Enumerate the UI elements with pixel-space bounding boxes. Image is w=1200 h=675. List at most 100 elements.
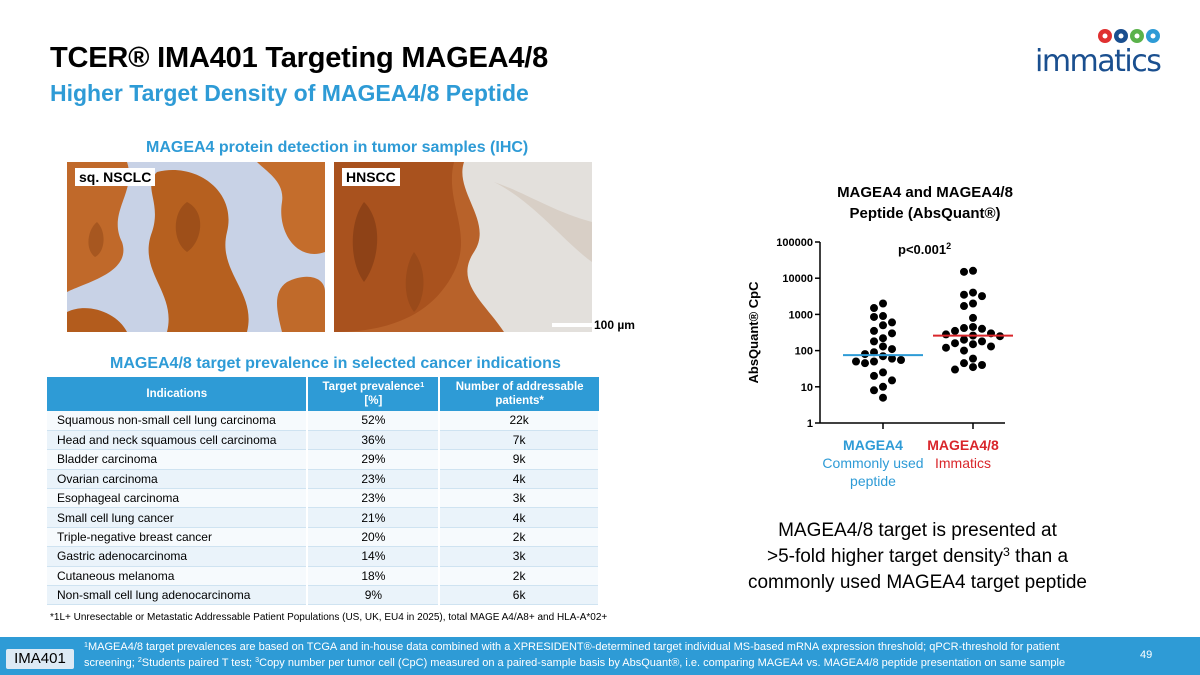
cell-indication: Esophageal carcinoma (47, 488, 309, 509)
data-point (870, 386, 878, 395)
cell-prevalence: 18% (307, 566, 441, 587)
cell-prevalence: 52% (307, 411, 441, 431)
data-point (888, 354, 896, 363)
data-point (969, 340, 977, 349)
data-point (969, 288, 977, 297)
table-row: Bladder carcinoma 29% 9k (47, 449, 600, 470)
cell-indication: Squamous non-small cell lung carcinoma (47, 411, 309, 431)
data-point (969, 363, 977, 372)
table-row: Cutaneous melanoma 18% 2k (47, 566, 600, 587)
table-row: Head and neck squamous cell carcinoma 36%… (47, 430, 600, 451)
data-point (969, 313, 977, 322)
data-point (879, 299, 887, 308)
data-point (870, 357, 878, 366)
chart-title-line2: Peptide (AbsQuant®) (849, 205, 1001, 222)
data-point (951, 326, 959, 335)
series-label: MAGEA4 (843, 437, 903, 453)
ihc-heading: MAGEA4 protein detection in tumor sample… (146, 139, 529, 156)
data-point (960, 267, 968, 276)
footer-sup-1: 1 (84, 640, 88, 649)
table-row: Ovarian carcinoma 23% 4k (47, 469, 600, 490)
cell-prevalence: 14% (307, 546, 441, 567)
data-point (960, 290, 968, 299)
data-point (960, 359, 968, 368)
data-point (969, 299, 977, 308)
table-row: Esophageal carcinoma 23% 3k (47, 488, 600, 509)
data-point (960, 335, 968, 344)
cell-indication: Small cell lung cancer (47, 507, 309, 528)
series-label: MAGEA4/8 (927, 437, 999, 453)
prevalence-table-body: Squamous non-small cell lung carcinoma 52… (47, 411, 600, 606)
y-tick-label: 100000 (776, 237, 813, 249)
y-tick-label: 100 (795, 346, 813, 358)
cell-patients: 4k (439, 469, 600, 490)
data-point (879, 393, 887, 402)
table-footnote: *1L+ Unresectable or Metastatic Addressa… (50, 612, 608, 623)
data-point (870, 371, 878, 380)
footer-note-2: Students paired T test; (141, 656, 256, 669)
cell-patients: 3k (439, 488, 600, 509)
footer-note-3: Copy number per tumor cell (CpC) measure… (259, 656, 1066, 669)
data-point (969, 266, 977, 275)
column-header-prevalence: Target prevalence1 [%] (307, 377, 441, 411)
chart-title: MAGEA4 and MAGEA4/8 Peptide (AbsQuant®) (790, 182, 1060, 224)
scale-bar-label: 100 µm (594, 318, 635, 332)
cell-prevalence: 20% (307, 527, 441, 548)
conclusion-line2a: >5-fold higher target density (766, 546, 1004, 567)
cell-patients: 22k (439, 411, 600, 431)
table-row: Non-small cell lung adenocarcinoma 9% 6k (47, 585, 600, 606)
data-point (951, 365, 959, 374)
cell-indication: Non-small cell lung adenocarcinoma (47, 585, 309, 606)
data-point (870, 312, 878, 321)
data-point (870, 304, 878, 313)
data-point (897, 355, 905, 364)
cell-patients: 2k (439, 527, 600, 548)
prevalence-header-sup: 1 (420, 379, 425, 389)
cell-indication: Cutaneous melanoma (47, 566, 309, 587)
y-axis-label: AbsQuant® CpC (746, 281, 761, 384)
prevalence-heading: MAGEA4/8 target prevalence in selected c… (110, 355, 561, 372)
footer-notes: 1MAGEA4/8 target prevalences are based o… (84, 640, 1104, 671)
data-point (978, 324, 986, 333)
cell-patients: 2k (439, 566, 600, 587)
data-point (969, 354, 977, 363)
conclusion-line1: MAGEA4/8 target is presented at (778, 520, 1057, 541)
table-row: Triple-negative breast cancer 20% 2k (47, 527, 600, 548)
table-row: Squamous non-small cell lung carcinoma 52… (47, 411, 600, 431)
cell-patients: 7k (439, 430, 600, 451)
data-point (969, 322, 977, 331)
ihc-hnscc-picture (334, 162, 592, 332)
data-point (870, 326, 878, 335)
data-point (960, 302, 968, 311)
page-number: 49 (1140, 649, 1153, 661)
scale-bar (552, 323, 592, 327)
data-point (960, 324, 968, 333)
cell-prevalence: 21% (307, 507, 441, 528)
data-point (942, 330, 950, 339)
data-point (852, 357, 860, 366)
cell-prevalence: 23% (307, 469, 441, 490)
data-point (888, 345, 896, 354)
data-point (879, 321, 887, 330)
footer-sup-3: 3 (255, 656, 260, 665)
data-point (987, 342, 995, 351)
ihc-image-nsclc: sq. NSCLC (67, 162, 325, 332)
cell-prevalence: 23% (307, 488, 441, 509)
conclusion-text: MAGEA4/8 target is presented at >5-fold … (740, 518, 1095, 596)
cell-prevalence: 9% (307, 585, 441, 606)
series-sublabel: Immatics (935, 455, 991, 471)
cell-indication: Gastric adenocarcinoma (47, 546, 309, 567)
table-row: Small cell lung cancer 21% 4k (47, 507, 600, 528)
conclusion-line2: >5-fold higher target density3 than a (740, 544, 1095, 570)
scatter-chart: 1 10 100 1000 10000 100000 AbsQuant® CpC MAGEA4… (746, 237, 1013, 489)
column-header-patients: Number of addressable patients* (439, 377, 599, 411)
logo-dots-icon (1098, 29, 1160, 43)
data-point (951, 339, 959, 348)
prevalence-table: Indications Target prevalence1 [%] Numbe… (47, 377, 600, 606)
cell-patients: 3k (439, 546, 600, 567)
p-value-sup: 2 (946, 241, 951, 251)
data-point (978, 337, 986, 346)
data-point (879, 342, 887, 351)
data-point (942, 343, 950, 352)
conclusion-sup: 3 (1003, 545, 1010, 560)
